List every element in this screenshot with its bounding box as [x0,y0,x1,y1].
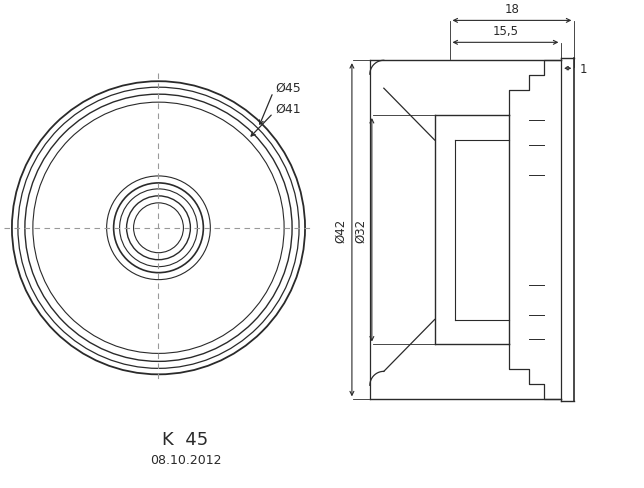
Text: Ø32: Ø32 [354,218,367,243]
Text: 08.10.2012: 08.10.2012 [149,453,221,466]
Text: 1: 1 [579,62,587,76]
Text: K  45: K 45 [162,430,209,448]
Text: 15,5: 15,5 [493,25,518,38]
Text: Ø45: Ø45 [275,81,301,95]
Text: 18: 18 [504,3,519,17]
Text: Ø41: Ø41 [275,102,301,115]
Text: Ø42: Ø42 [334,218,347,243]
